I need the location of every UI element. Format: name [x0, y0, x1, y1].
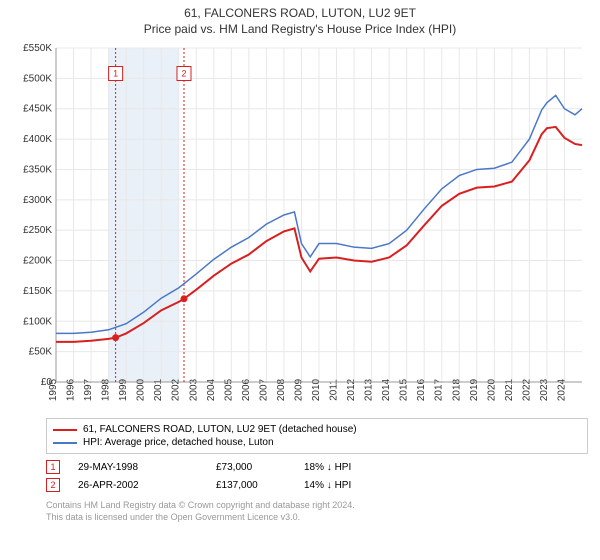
chart-title-block: 61, FALCONERS ROAD, LUTON, LU2 9ET Price…: [0, 0, 600, 38]
transaction-diff: 18% ↓ HPI: [304, 462, 384, 473]
chart-area: £0£50K£100K£150K£200K£250K£300K£350K£400…: [10, 42, 590, 412]
attribution-line1: Contains HM Land Registry data © Crown c…: [46, 500, 588, 512]
svg-text:£450K: £450K: [23, 104, 52, 115]
legend-label: 61, FALCONERS ROAD, LUTON, LU2 9ET (deta…: [83, 424, 357, 435]
attribution-line2: This data is licensed under the Open Gov…: [46, 512, 588, 524]
title-subtitle: Price paid vs. HM Land Registry's House …: [0, 22, 600, 36]
svg-text:£200K: £200K: [23, 256, 52, 267]
attribution: Contains HM Land Registry data © Crown c…: [46, 500, 588, 523]
svg-text:£150K: £150K: [23, 286, 52, 297]
svg-text:1: 1: [113, 69, 118, 79]
transaction-row: 1 29-MAY-1998 £73,000 18% ↓ HPI: [46, 458, 588, 476]
transaction-price: £137,000: [216, 480, 286, 491]
svg-text:£500K: £500K: [23, 73, 52, 84]
svg-text:2: 2: [181, 69, 186, 79]
svg-text:£250K: £250K: [23, 225, 52, 236]
transaction-diff: 14% ↓ HPI: [304, 480, 384, 491]
legend-item: HPI: Average price, detached house, Luto…: [53, 436, 581, 449]
svg-text:£50K: £50K: [29, 347, 53, 358]
svg-text:£300K: £300K: [23, 195, 52, 206]
transaction-date: 26-APR-2002: [78, 480, 198, 491]
svg-text:£350K: £350K: [23, 164, 52, 175]
legend: 61, FALCONERS ROAD, LUTON, LU2 9ET (deta…: [46, 418, 588, 454]
legend-swatch: [53, 442, 77, 444]
svg-text:£400K: £400K: [23, 134, 52, 145]
legend-item: 61, FALCONERS ROAD, LUTON, LU2 9ET (deta…: [53, 423, 581, 436]
transaction-date: 29-MAY-1998: [78, 462, 198, 473]
transaction-marker: 1: [46, 460, 60, 474]
title-address: 61, FALCONERS ROAD, LUTON, LU2 9ET: [0, 6, 600, 20]
svg-text:£100K: £100K: [23, 316, 52, 327]
legend-swatch: [53, 429, 77, 431]
price-chart: £0£50K£100K£150K£200K£250K£300K£350K£400…: [10, 42, 590, 412]
transaction-price: £73,000: [216, 462, 286, 473]
legend-label: HPI: Average price, detached house, Luto…: [83, 437, 274, 448]
transaction-marker: 2: [46, 478, 60, 492]
svg-text:£550K: £550K: [23, 43, 52, 54]
transaction-row: 2 26-APR-2002 £137,000 14% ↓ HPI: [46, 476, 588, 494]
transactions-table: 1 29-MAY-1998 £73,000 18% ↓ HPI 2 26-APR-2002…: [46, 458, 588, 494]
